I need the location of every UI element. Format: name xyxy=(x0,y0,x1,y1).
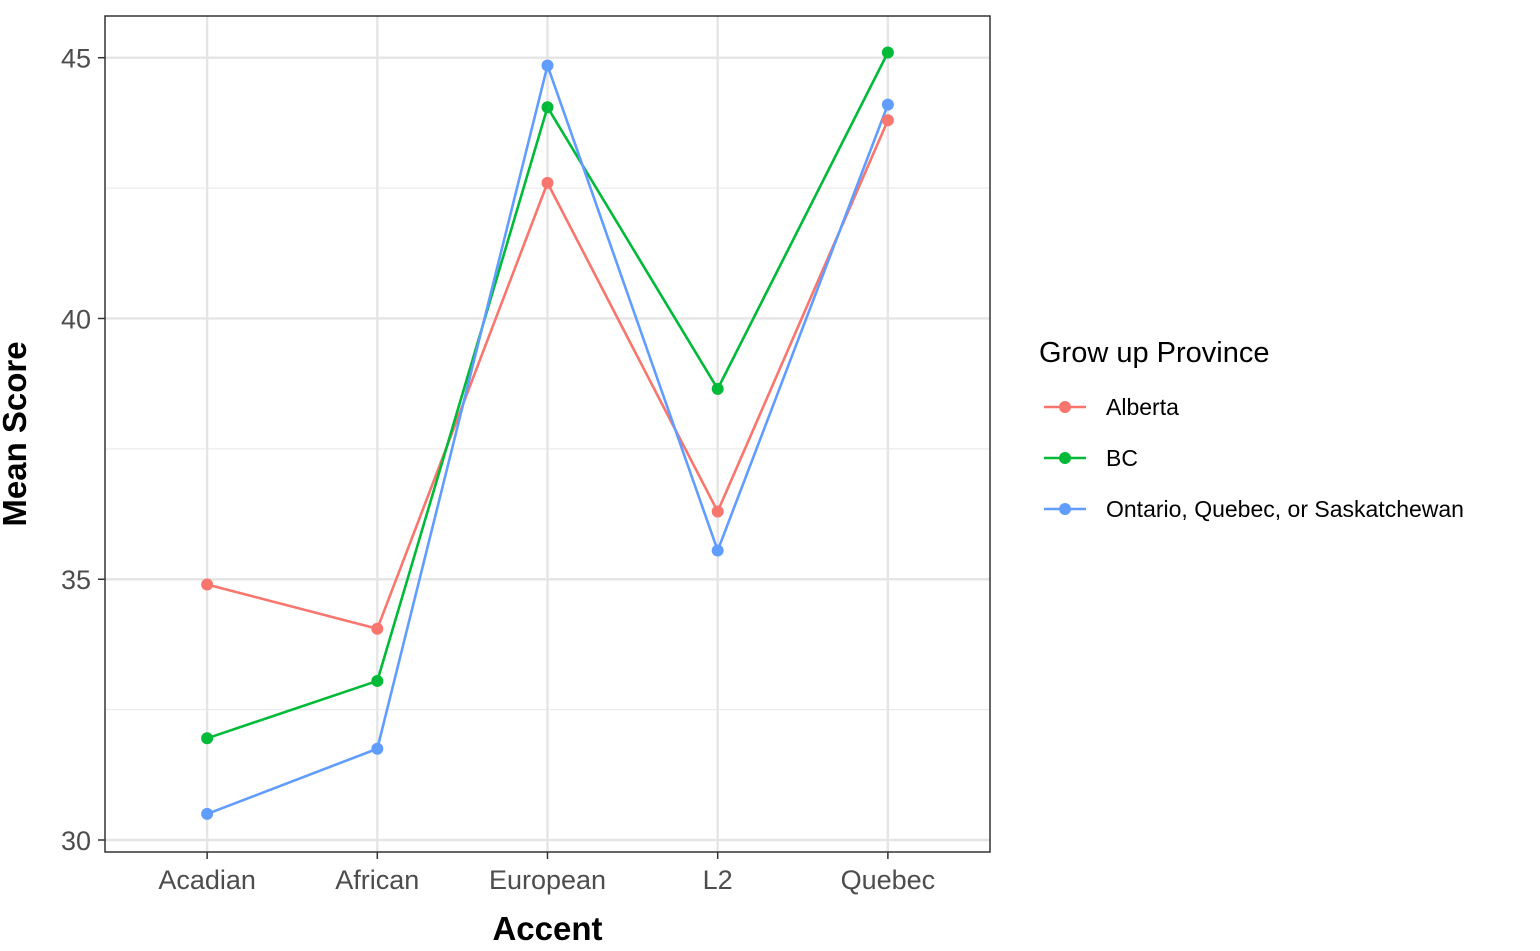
data-point xyxy=(881,46,894,59)
data-point xyxy=(711,544,724,557)
data-point xyxy=(881,98,894,111)
y-axis-tick-labels: 30 35 40 45 xyxy=(61,44,91,856)
legend-title: Grow up Province xyxy=(1039,337,1270,369)
y-tick-label: 40 xyxy=(61,304,91,334)
legend: Grow up Province Alberta BC Ontario, Quebe… xyxy=(1039,337,1464,522)
series-points xyxy=(201,46,894,820)
legend-key-point xyxy=(1059,452,1071,464)
legend-key-point xyxy=(1059,401,1071,413)
data-point xyxy=(371,622,384,635)
data-point xyxy=(201,578,214,591)
y-axis-title: Mean Score xyxy=(0,341,33,526)
data-point xyxy=(371,742,384,755)
legend-label: Ontario, Quebec, or Saskatchewan xyxy=(1106,496,1464,522)
data-point xyxy=(201,732,214,745)
data-point xyxy=(711,382,724,395)
y-tick-label: 30 xyxy=(61,826,91,856)
legend-label: Alberta xyxy=(1106,394,1179,420)
legend-key-point xyxy=(1059,503,1071,515)
data-point xyxy=(541,176,554,189)
x-axis-title: Accent xyxy=(492,910,602,947)
y-tick-label: 35 xyxy=(61,565,91,595)
data-point xyxy=(201,807,214,820)
x-axis-tick-labels: Acadian African European L2 Quebec xyxy=(158,865,935,895)
x-tick-label: European xyxy=(489,865,606,895)
x-tick-label: Acadian xyxy=(158,865,256,895)
axis-ticks xyxy=(98,56,889,859)
x-tick-label: African xyxy=(335,865,419,895)
data-point xyxy=(711,505,724,518)
data-point xyxy=(541,101,554,114)
grid-lines xyxy=(105,16,990,852)
legend-items: Alberta BC Ontario, Quebec, or Saskatchewa… xyxy=(1044,394,1464,522)
data-point xyxy=(881,114,894,127)
data-point xyxy=(371,674,384,687)
y-tick-label: 45 xyxy=(61,44,91,74)
data-point xyxy=(541,59,554,72)
legend-label: BC xyxy=(1106,445,1138,471)
x-tick-label: Quebec xyxy=(841,865,936,895)
x-tick-label: L2 xyxy=(703,865,733,895)
